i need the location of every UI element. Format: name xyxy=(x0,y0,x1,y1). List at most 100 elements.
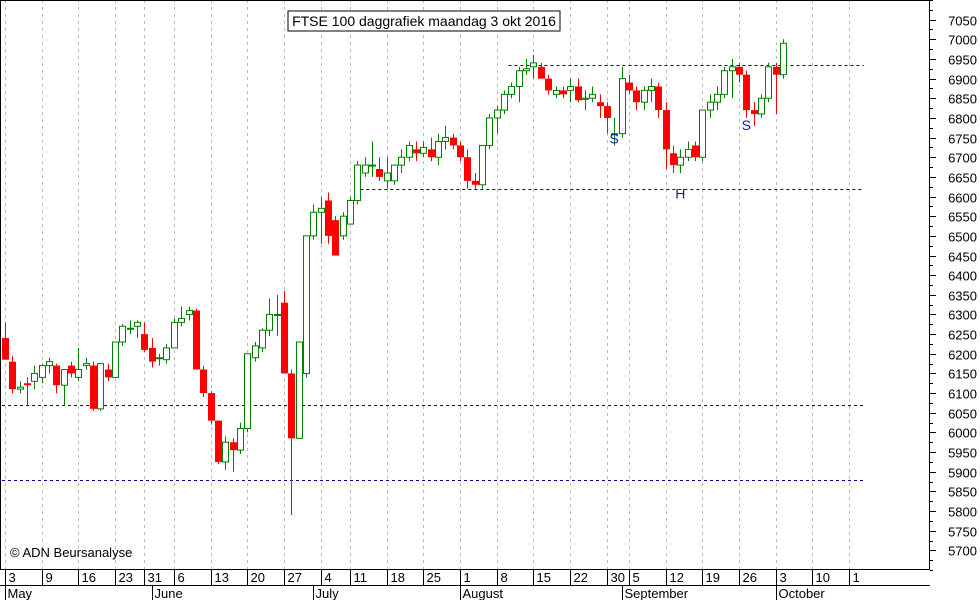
candle-body xyxy=(670,153,677,166)
candle xyxy=(398,149,405,173)
candle-body xyxy=(274,313,281,316)
candle-body xyxy=(729,66,736,72)
y-tick-label: 5750 xyxy=(948,525,977,540)
candle xyxy=(354,161,361,205)
candle-body xyxy=(281,302,288,374)
chart-title: FTSE 100 daggrafiek maandag 3 okt 2016 xyxy=(292,13,556,29)
candle-body xyxy=(663,110,670,150)
candle-body xyxy=(222,441,229,463)
candle xyxy=(530,55,537,79)
candle xyxy=(53,363,60,394)
y-tick-label: 6950 xyxy=(948,53,977,68)
candle xyxy=(707,94,714,118)
candle-body xyxy=(457,145,464,158)
candle-body xyxy=(707,101,714,111)
candle-body xyxy=(567,85,574,91)
x-tick-label: 18 xyxy=(391,570,405,585)
candle-body xyxy=(589,93,596,99)
candle-body xyxy=(384,172,391,182)
candle xyxy=(420,141,427,158)
x-tick-label: 6 xyxy=(178,570,185,585)
y-tick-label: 7000 xyxy=(948,33,977,48)
y-tick-label: 6300 xyxy=(948,308,977,323)
x-tick-label: 25 xyxy=(427,570,441,585)
candle xyxy=(508,82,515,99)
candle-body xyxy=(46,361,53,367)
candle-body xyxy=(486,117,493,146)
x-tick-label: 1 xyxy=(853,570,860,585)
y-tick-label: 6000 xyxy=(948,426,977,441)
x-tick-label: 22 xyxy=(574,570,588,585)
y-tick-label: 6050 xyxy=(948,407,977,422)
candle xyxy=(523,58,530,75)
candle xyxy=(215,420,222,464)
candle-body xyxy=(244,353,251,429)
chart-title-box xyxy=(287,10,561,32)
candle-body xyxy=(296,341,303,439)
candle xyxy=(340,212,347,240)
candle xyxy=(391,164,398,185)
x-tick-label: 5 xyxy=(633,570,640,585)
candle xyxy=(501,90,508,114)
candle xyxy=(222,436,229,470)
candle xyxy=(589,86,596,103)
candle-body xyxy=(442,137,449,143)
y-tick-label: 6700 xyxy=(948,151,977,166)
y-tick-label: 6350 xyxy=(948,289,977,304)
candle xyxy=(575,78,582,103)
candle xyxy=(663,102,670,170)
candle-body xyxy=(61,369,68,386)
candles-layer xyxy=(2,39,787,515)
candle xyxy=(259,328,266,352)
candle-body xyxy=(119,325,126,343)
plot-border xyxy=(0,0,930,570)
candle-body xyxy=(215,420,222,462)
candle xyxy=(450,133,457,150)
candle-body xyxy=(186,310,193,315)
candle-body xyxy=(685,148,692,158)
x-tick-label: 10 xyxy=(816,570,830,585)
candle xyxy=(200,365,207,398)
candle-body xyxy=(347,199,354,225)
candle xyxy=(765,62,772,103)
candle-body xyxy=(354,164,361,201)
candle-body xyxy=(75,369,82,378)
candle xyxy=(68,361,75,378)
candle xyxy=(186,306,193,321)
candle-body xyxy=(472,180,479,185)
candle xyxy=(97,363,104,411)
y-tick-label: 5950 xyxy=(948,446,977,461)
candle xyxy=(736,62,743,83)
x-tick-label: 3 xyxy=(9,570,16,585)
candle-body xyxy=(398,156,405,166)
candle-body xyxy=(318,207,325,213)
candle xyxy=(163,343,170,364)
candle xyxy=(582,90,589,111)
candle-body xyxy=(516,70,523,87)
candle-body xyxy=(369,164,376,167)
candle-body xyxy=(208,393,215,421)
candle xyxy=(721,66,728,99)
candle xyxy=(24,377,31,405)
candle xyxy=(773,62,780,114)
candle-body xyxy=(479,144,486,186)
candle-body xyxy=(310,211,317,237)
candle-body xyxy=(17,386,24,390)
candle xyxy=(479,144,486,189)
candle-body xyxy=(545,78,552,91)
candle xyxy=(714,86,721,111)
candle-body xyxy=(325,200,332,236)
candle-body xyxy=(24,383,31,386)
candle-body xyxy=(31,372,38,382)
candle-body xyxy=(450,137,457,146)
candle-body xyxy=(604,106,611,118)
candle-body xyxy=(773,66,780,75)
candle-body xyxy=(149,347,156,362)
candle-body xyxy=(641,89,648,103)
candle xyxy=(75,347,82,382)
candle xyxy=(90,361,97,411)
y-tick-label: 5700 xyxy=(948,544,977,559)
candle-body xyxy=(721,70,728,95)
candle xyxy=(288,369,295,515)
candle-body xyxy=(736,66,743,75)
